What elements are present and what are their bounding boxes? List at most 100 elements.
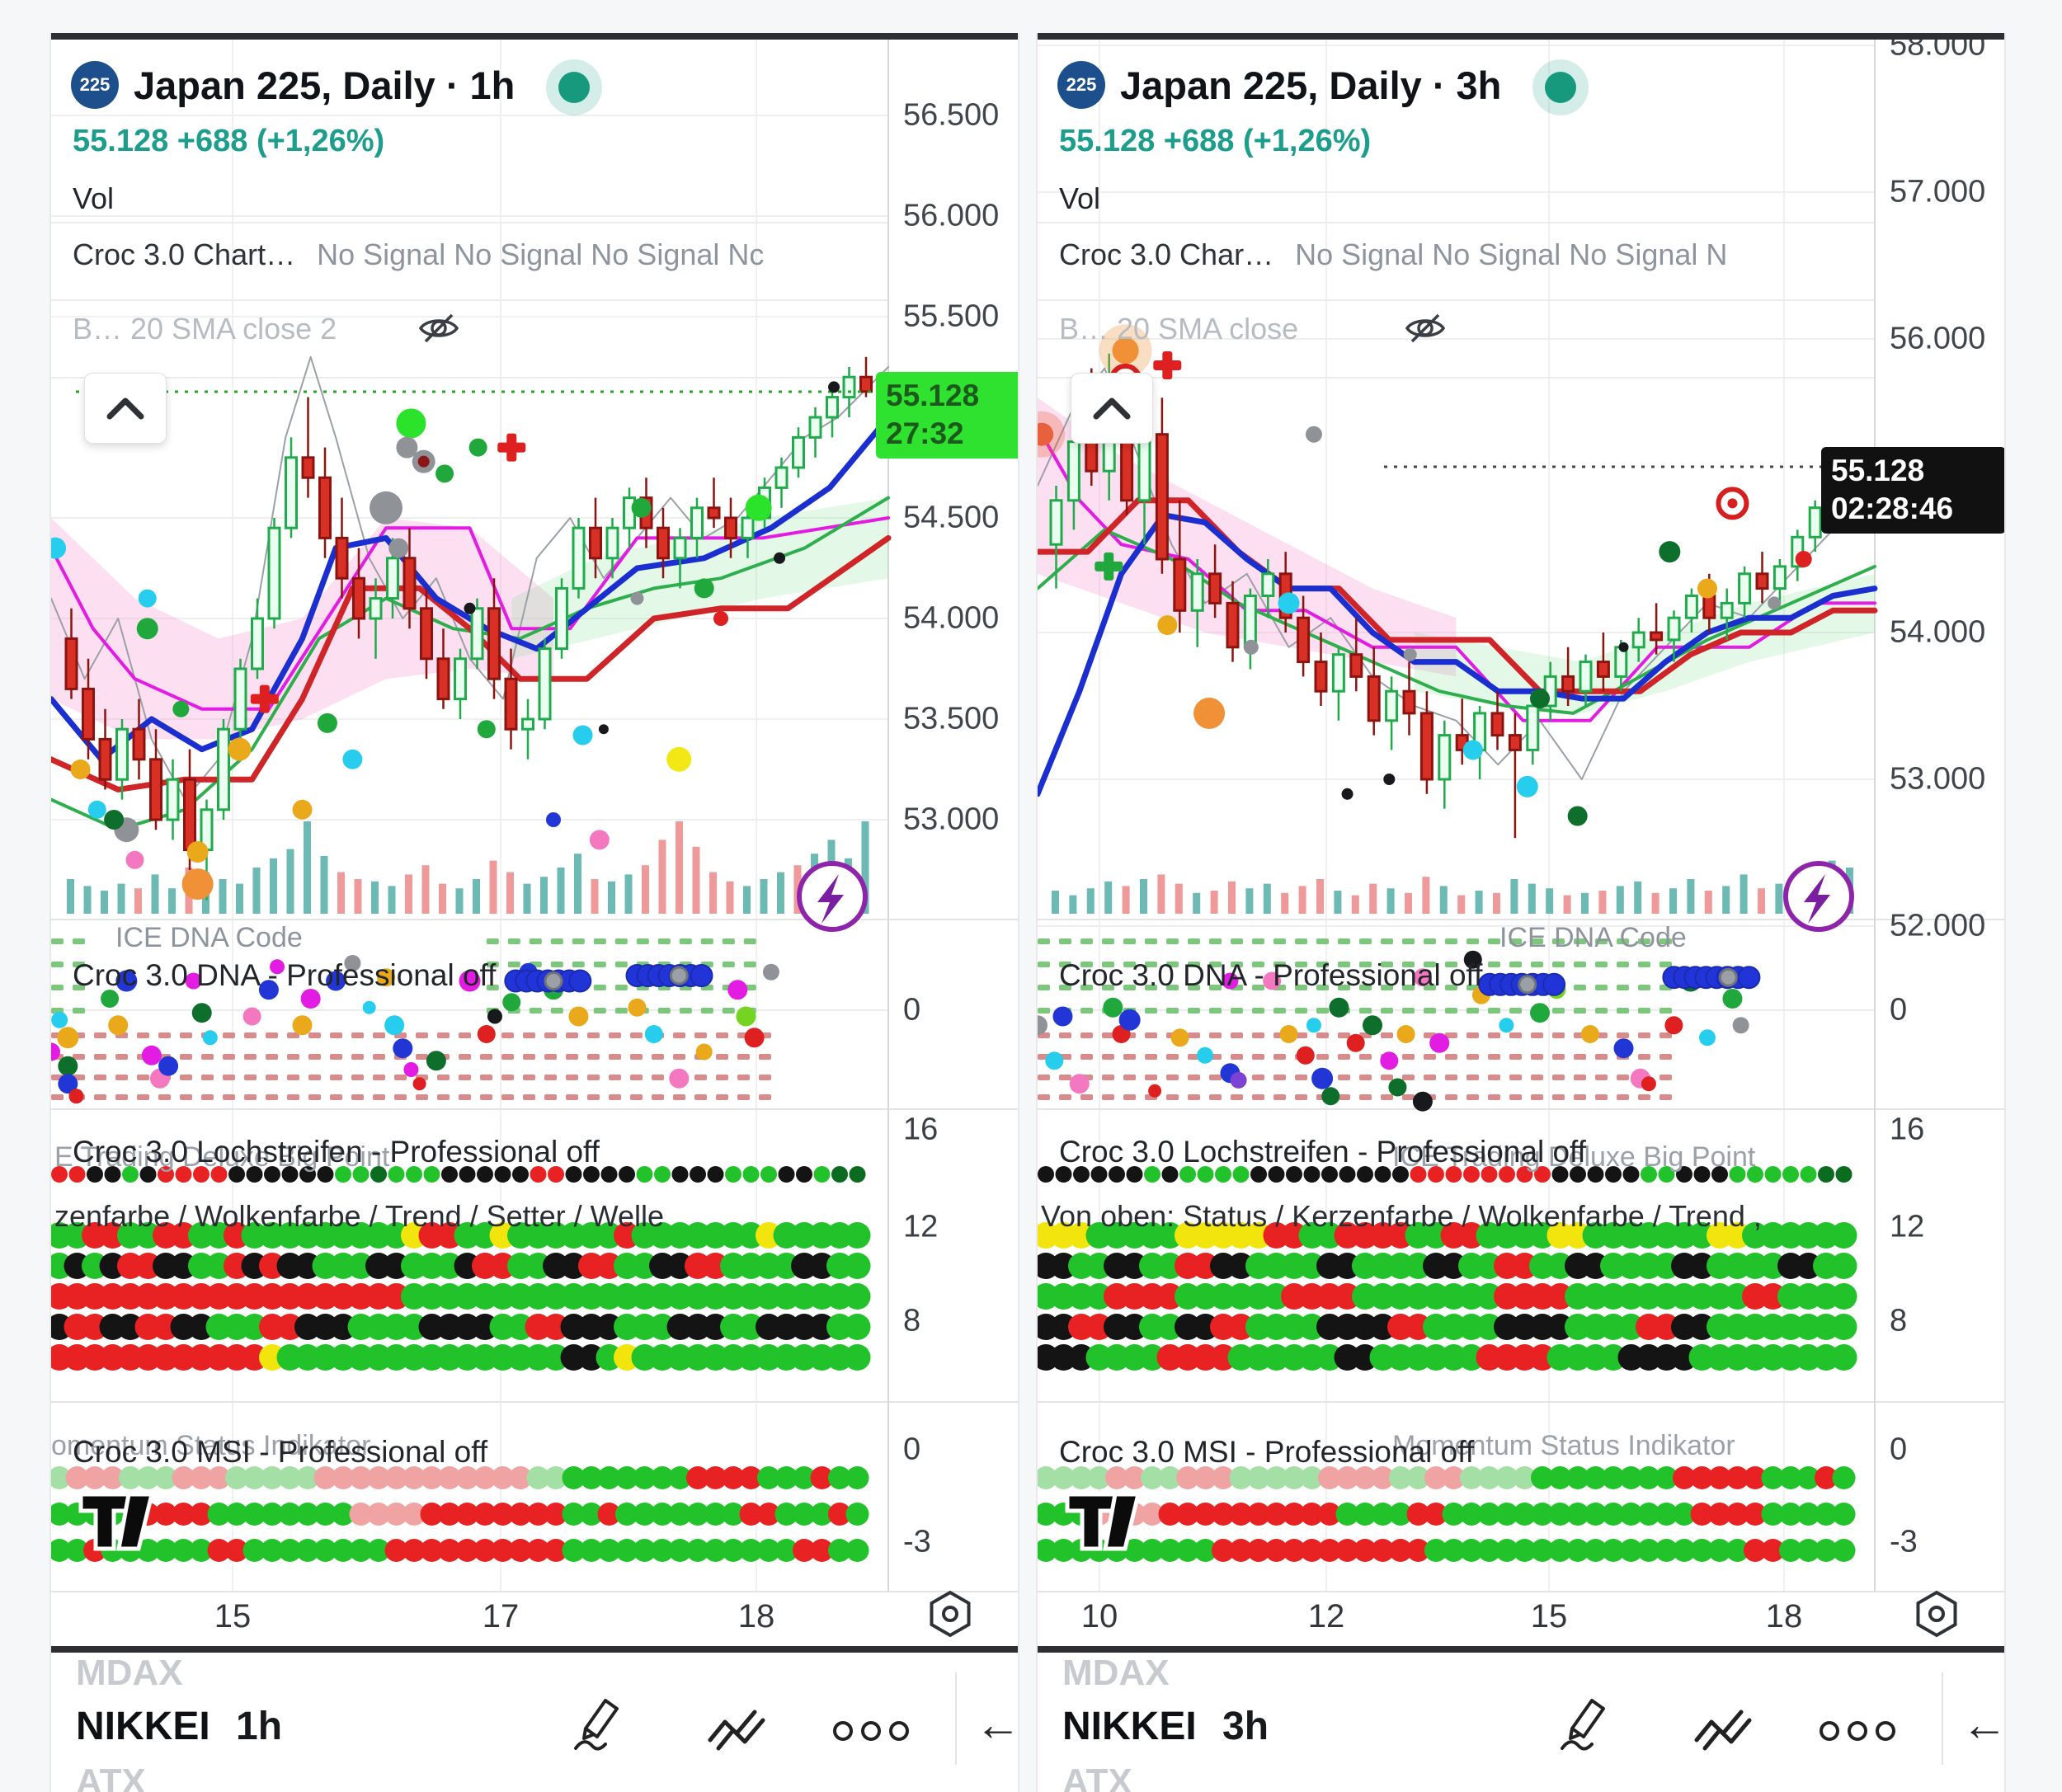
price-axis-label: 56.000: [903, 198, 1000, 233]
croc-chart-label: Croc 3.0 Chart…: [73, 238, 296, 271]
price-axis-label: 57.000: [1890, 174, 1986, 209]
panel-top-border: [1038, 33, 2004, 40]
time-axis-label: 17: [482, 1598, 520, 1634]
pane-axis-label: -3: [903, 1524, 931, 1559]
price-axis-label: 54.000: [1890, 614, 1986, 650]
watchlist-item-above[interactable]: MDAX: [76, 1653, 183, 1693]
croc-chart-indicator-row[interactable]: Croc 3.0 Char… No Signal No Signal No Sig…: [1059, 238, 1867, 272]
market-status-icon: [1532, 59, 1589, 115]
msi-pane-title[interactable]: Croc 3.0 MSI - Professional off: [73, 1435, 488, 1469]
pane-axis-label: 8: [1890, 1303, 1908, 1338]
pane-axis-label: 8: [903, 1303, 921, 1338]
watchlist-symbol[interactable]: NIKKEI: [1062, 1705, 1197, 1748]
more-options-icon[interactable]: [1818, 1719, 1897, 1747]
chevron-up-icon: [1093, 397, 1131, 420]
interval-button[interactable]: 1h: [236, 1705, 283, 1748]
panel-bottom-border: [1038, 1646, 2004, 1653]
pane-axis-label: 12: [1890, 1209, 1925, 1244]
msi-pane-faded-title: Momentum Status Indikator: [1392, 1430, 1735, 1461]
indicators-compare-icon[interactable]: [707, 1704, 770, 1757]
time-axis-label: 15: [214, 1598, 252, 1634]
bottom-bar-divider: [1942, 1672, 1943, 1765]
dna-pane-faded-title: ICE DNA Code: [1499, 922, 1687, 953]
chart-panel-3h: 225 Japan 225, Daily · 3h 55.128 +688 (+…: [1036, 33, 2006, 1792]
dna-pane-title[interactable]: Croc 3.0 DNA - Professional off: [1059, 958, 1483, 992]
price-axis-label: 54.500: [903, 500, 1000, 535]
croc-signals: No Signal No Signal No Signal Nc: [317, 238, 765, 271]
time-axis-label: 10: [1080, 1598, 1118, 1634]
pane-axis-label: 12: [903, 1209, 939, 1244]
chart-title[interactable]: Japan 225, Daily · 1h: [134, 63, 516, 107]
time-axis-label: 18: [1765, 1598, 1803, 1634]
pane-axis-label: 0: [1890, 1432, 1908, 1467]
msi-pane-title[interactable]: Croc 3.0 MSI - Professional off: [1059, 1435, 1475, 1469]
loch-pane-faded-title: E Trading Deluxe Big Point: [54, 1141, 390, 1173]
back-arrow-icon[interactable]: ←: [975, 1698, 1019, 1750]
indicators-compare-icon[interactable]: [1693, 1704, 1756, 1757]
last-price: 55.128: [1059, 124, 1156, 158]
price-change: +688 (+1,26%): [1163, 124, 1372, 158]
more-options-icon[interactable]: [831, 1719, 911, 1747]
interval-button[interactable]: 3h: [1222, 1705, 1269, 1748]
eye-off-icon[interactable]: [414, 303, 464, 353]
volume-indicator-label[interactable]: Vol: [73, 181, 115, 215]
last-price-badge: 55.128 27:32: [876, 372, 1018, 459]
watchlist-item-below[interactable]: ATX: [1062, 1761, 1132, 1792]
last-price-badge: 55.128 02:28:46: [1821, 447, 2004, 534]
sma-indicator-row[interactable]: B… 20 SMA close: [1059, 312, 1299, 346]
watchlist-symbol[interactable]: NIKKEI: [76, 1705, 210, 1748]
symbol-logo[interactable]: 225: [71, 61, 119, 109]
chevron-up-icon: [106, 397, 144, 420]
bottom-bar-divider: [955, 1672, 957, 1765]
back-arrow-icon[interactable]: ←: [1961, 1698, 2006, 1750]
loch-pane-faded-title: ICE Trading Deluxe Big Point: [1392, 1141, 1756, 1173]
collapse-panel-button[interactable]: [1071, 373, 1153, 444]
price-axis-label: 56.500: [903, 97, 1000, 133]
loch-pane-sublabel: Von oben: Status / Kerzenfarbe / Wolkenf…: [1041, 1199, 1762, 1233]
panel-top-border: [51, 33, 1018, 40]
watchlist-item-above[interactable]: MDAX: [1062, 1653, 1170, 1693]
price-axis-label: 53.000: [903, 802, 1000, 837]
pane-axis-label: -3: [1890, 1524, 1918, 1559]
loch-pane-sublabel: zenfarbe / Wolkenfarbe / Trend / Setter …: [54, 1199, 665, 1233]
draw-tool-icon[interactable]: [1556, 1694, 1613, 1759]
market-status-icon: [546, 59, 602, 115]
panel-bottom-border: [51, 1646, 1018, 1653]
volume-indicator-label[interactable]: Vol: [1059, 181, 1101, 215]
chart-panel-1h: 225 Japan 225, Daily · 1h 55.128 +688 (+…: [49, 33, 1019, 1792]
price-axis-label: 53.500: [903, 701, 1000, 736]
price-row: 55.128 +688 (+1,26%): [1059, 124, 1371, 159]
croc-chart-indicator-row[interactable]: Croc 3.0 Chart… No Signal No Signal No Si…: [73, 238, 881, 272]
last-price: 55.128: [73, 124, 169, 158]
pane-axis-label: 0: [903, 992, 921, 1028]
symbol-logo[interactable]: 225: [1057, 61, 1105, 109]
pane-axis-label: 16: [1890, 1112, 1925, 1147]
croc-chart-label: Croc 3.0 Char…: [1059, 238, 1274, 271]
pane-axis-label: 16: [903, 1112, 939, 1147]
price-axis-label: 52.000: [1890, 908, 1986, 943]
dna-pane-faded-title: ICE DNA Code: [115, 922, 303, 953]
collapse-panel-button[interactable]: [84, 373, 167, 444]
msi-pane-faded-title: omentum Status Indikator: [51, 1430, 371, 1461]
croc-signals: No Signal No Signal No Signal N: [1295, 238, 1728, 271]
eye-off-icon[interactable]: [1401, 303, 1450, 353]
sma-indicator-row[interactable]: B… 20 SMA close 2: [73, 312, 337, 346]
price-axis-label: 53.000: [1890, 761, 1986, 797]
time-axis-label: 18: [737, 1598, 775, 1634]
time-axis-label: 12: [1307, 1598, 1345, 1634]
price-change: +688 (+1,26%): [177, 124, 385, 158]
time-axis-label: 15: [1530, 1598, 1568, 1634]
chart-canvas[interactable]: [51, 33, 1018, 1646]
chart-canvas[interactable]: [1038, 33, 2004, 1646]
pane-axis-label: 0: [903, 1432, 921, 1467]
price-axis-label: 55.500: [903, 299, 1000, 334]
price-axis-label: 56.000: [1890, 321, 1986, 356]
loch-pane-title[interactable]: Croc 3.0 Lochstreifen - Professional off: [1059, 1135, 1586, 1169]
pane-axis-label: 0: [1890, 992, 1908, 1028]
dna-pane-title[interactable]: Croc 3.0 DNA - Professional off: [73, 958, 497, 992]
price-row: 55.128 +688 (+1,26%): [73, 124, 384, 159]
chart-title[interactable]: Japan 225, Daily · 3h: [1120, 63, 1502, 107]
loch-pane-title[interactable]: Croc 3.0 Lochstreifen - Professional off: [73, 1135, 600, 1169]
draw-tool-icon[interactable]: [569, 1694, 627, 1759]
watchlist-item-below[interactable]: ATX: [76, 1761, 146, 1792]
